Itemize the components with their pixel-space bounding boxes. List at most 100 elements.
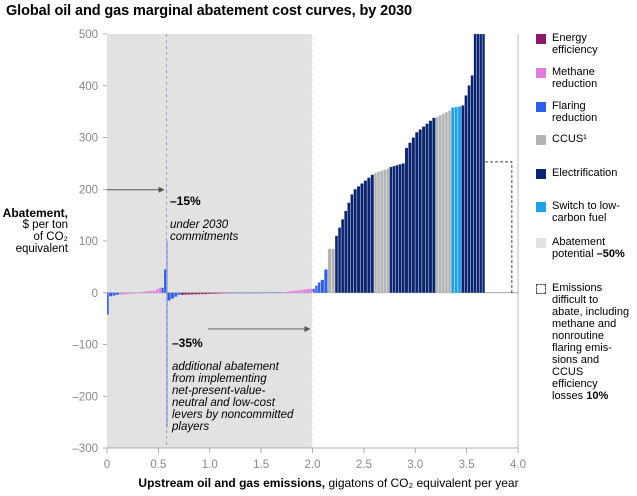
legend-label: Energy efficiency bbox=[552, 32, 598, 56]
cost-bar-ccus bbox=[435, 116, 439, 293]
cost-bar-flaring_reduction bbox=[262, 292, 266, 294]
cost-bar-energy_efficiency bbox=[213, 292, 217, 294]
cost-bar-flaring_reduction bbox=[106, 292, 109, 315]
annotation-upper-arrowhead bbox=[158, 186, 165, 193]
cost-bar-electrification bbox=[432, 117, 436, 293]
y-tick-label: –200 bbox=[72, 391, 98, 403]
cost-bar-energy_efficiency bbox=[200, 292, 204, 295]
cost-bar-electrification bbox=[428, 120, 433, 293]
cost-bar-methane_reduction bbox=[284, 291, 288, 293]
cost-bar-electrification bbox=[411, 137, 416, 293]
annotation-lower: –35% additional abatement from implement… bbox=[172, 325, 293, 433]
cost-bar-electrification bbox=[418, 129, 422, 293]
cost-bar-methane_reduction bbox=[300, 289, 304, 293]
cost-bar-switch_low_carbon bbox=[454, 106, 458, 293]
cost-bar-electrification bbox=[461, 105, 465, 293]
cost-bar-flaring_reduction bbox=[177, 292, 181, 295]
cost-bar-methane_reduction bbox=[281, 292, 285, 293]
legend-label: Switch to low- carbon fuel bbox=[552, 200, 620, 224]
cost-bar-methane_reduction bbox=[134, 292, 138, 294]
cost-bar-flaring_reduction bbox=[312, 288, 316, 293]
legend-swatch bbox=[536, 202, 546, 212]
cost-bar-energy_efficiency bbox=[184, 292, 188, 295]
y-axis-label-rest: $ per ton of CO₂ equivalent bbox=[15, 219, 68, 255]
cost-bar-methane_reduction bbox=[146, 290, 150, 293]
legend-label: CCUS¹ bbox=[552, 133, 587, 145]
legend-item-ccus: CCUS¹ bbox=[536, 133, 636, 145]
y-tick-label: –300 bbox=[72, 443, 98, 455]
x-tick-label: 0 bbox=[104, 459, 110, 471]
legend-item-flaring_reduction: Flaring reduction bbox=[536, 100, 636, 124]
cost-bar-electrification bbox=[473, 33, 477, 293]
cost-bar-flaring_reduction bbox=[249, 292, 253, 294]
cost-bar-flaring_reduction bbox=[268, 292, 272, 294]
cost-bar-electrification bbox=[356, 186, 361, 293]
cost-bar-methane_reduction bbox=[137, 292, 141, 293]
cost-bar-electrification bbox=[395, 165, 399, 293]
cost-bar-electrification bbox=[363, 180, 368, 293]
cost-bar-energy_efficiency bbox=[193, 292, 198, 295]
cost-bar-electrification bbox=[350, 194, 354, 293]
cost-bar-ccus bbox=[444, 111, 448, 293]
cost-bar-ccus bbox=[327, 248, 332, 293]
legend-label: Electrification bbox=[552, 167, 618, 179]
cost-bar-flaring_reduction bbox=[278, 292, 282, 293]
y-tick-label: 400 bbox=[79, 81, 98, 93]
cost-bar-flaring_reduction bbox=[246, 292, 250, 294]
cost-bar-flaring_reduction bbox=[236, 292, 240, 294]
legend-item-abatement_potential: Abatement potential –50% bbox=[536, 236, 636, 260]
cost-bar-methane_reduction bbox=[287, 291, 291, 293]
cost-bar-electrification bbox=[341, 219, 345, 293]
cost-bar-flaring_reduction bbox=[170, 292, 175, 299]
cost-bar-energy_efficiency bbox=[207, 292, 211, 295]
x-axis-label: Upstream oil and gas emissions, gigatons… bbox=[0, 476, 637, 490]
cost-bar-electrification bbox=[470, 75, 474, 293]
y-tick-label: 0 bbox=[92, 288, 98, 300]
cost-bar-energy_efficiency bbox=[190, 292, 194, 295]
cost-bar-electrification bbox=[367, 177, 371, 293]
cost-bar-flaring_reduction bbox=[265, 292, 269, 294]
cost-bar-electrification bbox=[334, 235, 338, 293]
cost-bar-flaring_reduction bbox=[315, 285, 318, 293]
x-tick-label: 4.0 bbox=[510, 459, 526, 471]
legend-swatch bbox=[536, 169, 546, 179]
cost-bar-electrification bbox=[476, 33, 480, 293]
cost-bar-flaring_reduction bbox=[242, 292, 247, 294]
x-tick-label: 2.0 bbox=[305, 459, 321, 471]
x-tick-label: 2.5 bbox=[356, 459, 372, 471]
cost-bar-electrification bbox=[401, 163, 405, 293]
difficult-to-abate-bracket bbox=[485, 161, 513, 293]
annotation-lower-text: additional abatement from implementing n… bbox=[172, 361, 294, 433]
cost-bar-electrification bbox=[338, 227, 342, 293]
cost-bar-methane_reduction bbox=[309, 288, 313, 293]
cost-bar-methane_reduction bbox=[306, 288, 310, 293]
cost-bar-electrification bbox=[392, 165, 396, 293]
cost-bar-electrification bbox=[421, 126, 426, 293]
cost-bar-energy_efficiency bbox=[197, 292, 201, 295]
cost-bar-flaring_reduction bbox=[115, 292, 120, 295]
cost-bar-flaring_reduction bbox=[239, 292, 243, 294]
cost-bar-flaring_reduction bbox=[252, 292, 256, 294]
legend-swatch bbox=[536, 102, 546, 112]
y-axis-label-bold: Abatement, bbox=[2, 206, 68, 220]
annotation-upper-text: under 2030 commitments bbox=[170, 219, 239, 243]
cost-bar-methane_reduction bbox=[131, 292, 135, 294]
x-tick-label: 3.5 bbox=[459, 459, 475, 471]
cost-bar-methane_reduction bbox=[143, 291, 147, 293]
cost-bar-methane_reduction bbox=[128, 292, 132, 295]
cost-bar-ccus bbox=[331, 248, 335, 293]
x-axis-label-rest: gigatons of CO₂ equivalent per year bbox=[325, 476, 519, 490]
cost-bar-flaring_reduction bbox=[230, 292, 234, 294]
legend-item-difficult: Emissions difficult to abate, including … bbox=[536, 282, 636, 402]
cost-bar-flaring_reduction bbox=[233, 292, 237, 294]
cost-bar-energy_efficiency bbox=[180, 292, 185, 295]
annotation-upper-pct: –15% bbox=[170, 194, 201, 208]
cost-bar-electrification bbox=[353, 189, 357, 293]
legend-item-energy_efficiency: Energy efficiency bbox=[536, 32, 636, 56]
cost-bar-methane_reduction bbox=[153, 290, 156, 293]
legend-swatch bbox=[536, 34, 546, 44]
legend-swatch bbox=[536, 135, 546, 145]
cost-bar-electrification bbox=[389, 166, 393, 293]
cost-bar-methane_reduction bbox=[119, 292, 123, 295]
cost-bar-ccus bbox=[377, 171, 381, 293]
